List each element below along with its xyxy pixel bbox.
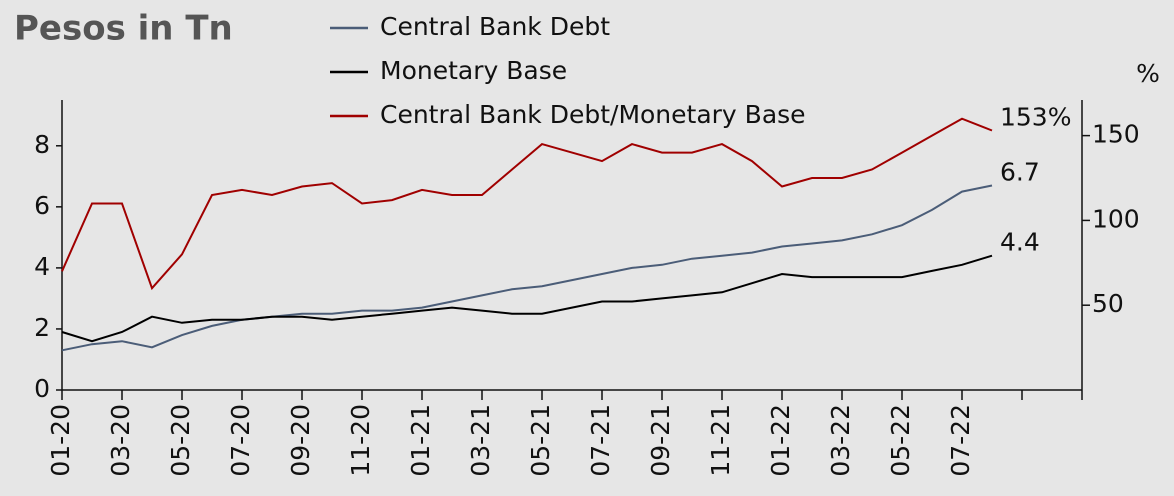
x-tick-label: 07-20 <box>226 404 255 477</box>
x-tick-label: 09-21 <box>646 404 675 477</box>
x-tick-label: 01-20 <box>46 404 75 477</box>
y-tick-label: 4 <box>34 252 50 281</box>
x-tick-label: 05-20 <box>166 404 195 477</box>
x-tick-label: 01-21 <box>406 404 435 477</box>
y2-tick-label: 150 <box>1092 120 1140 149</box>
x-tick-label: 09-20 <box>286 404 315 477</box>
series-line <box>61 254 993 343</box>
legend-label: Central Bank Debt/Monetary Base <box>380 100 806 129</box>
end-label: 4.4 <box>1000 228 1040 257</box>
x-tick-label: 01-22 <box>766 404 795 477</box>
end-label: 6.7 <box>1000 157 1040 186</box>
y-tick-label: 0 <box>34 374 50 403</box>
x-tick-label: 05-22 <box>886 404 915 477</box>
y2-axis-label: % <box>1136 59 1160 88</box>
x-tick-label: 03-21 <box>466 404 495 477</box>
legend-label: Monetary Base <box>380 56 567 85</box>
y-tick-label: 2 <box>34 313 50 342</box>
y-tick-label: 6 <box>34 191 50 220</box>
y-tick-label: 8 <box>34 130 50 159</box>
x-tick-label: 03-20 <box>106 404 135 477</box>
x-tick-label: 05-21 <box>526 404 555 477</box>
y2-tick-label: 50 <box>1092 289 1124 318</box>
y2-tick-label: 100 <box>1092 204 1140 233</box>
x-tick-label: 11-20 <box>346 404 375 477</box>
x-tick-label: 07-21 <box>586 404 615 477</box>
x-tick-label: 03-22 <box>826 404 855 477</box>
series-line <box>61 184 993 352</box>
series-line <box>61 117 993 291</box>
x-tick-label: 11-21 <box>706 404 735 477</box>
x-tick-label: 07-22 <box>946 404 975 477</box>
end-label: 153% <box>1000 103 1071 132</box>
chart-title: Pesos in Tn <box>14 9 233 49</box>
legend-label: Central Bank Debt <box>380 12 610 41</box>
